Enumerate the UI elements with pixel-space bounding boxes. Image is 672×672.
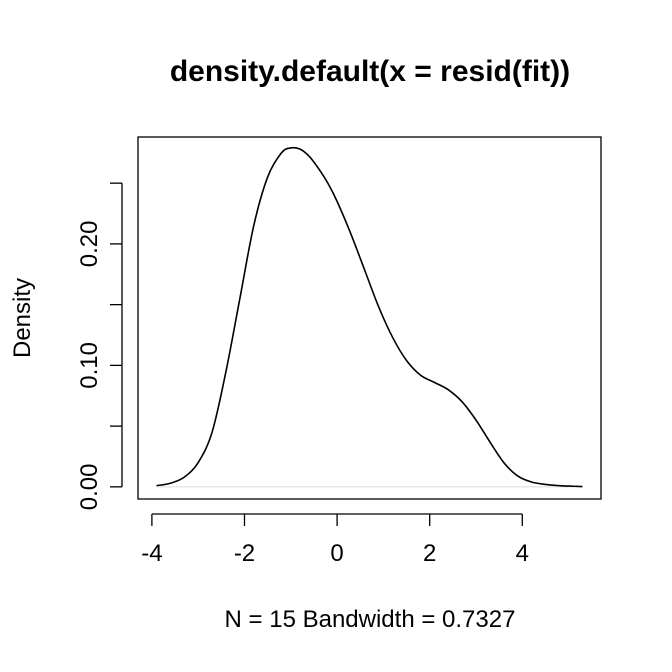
density-curve	[156, 146, 583, 488]
x-axis-label: N = 15 Bandwidth = 0.7327	[225, 606, 516, 633]
y-tick-label: 0.10	[76, 342, 103, 389]
y-axis-label: Density	[9, 278, 36, 358]
plot-frame	[137, 136, 602, 500]
x-axis: -4 -2 0 2 4	[141, 513, 529, 567]
chart-title: density.default(x = resid(fit))	[170, 55, 570, 88]
y-tick-label: 0.00	[76, 463, 103, 510]
x-tick-label: -4	[141, 540, 162, 567]
x-tick-label: 2	[423, 540, 436, 567]
x-tick-label: 0	[330, 540, 343, 567]
x-tick-label: -2	[234, 540, 255, 567]
x-tick-label: 4	[516, 540, 529, 567]
y-tick-label: 0.20	[76, 221, 103, 268]
y-axis: 0.00 0.10 0.20	[76, 182, 123, 510]
